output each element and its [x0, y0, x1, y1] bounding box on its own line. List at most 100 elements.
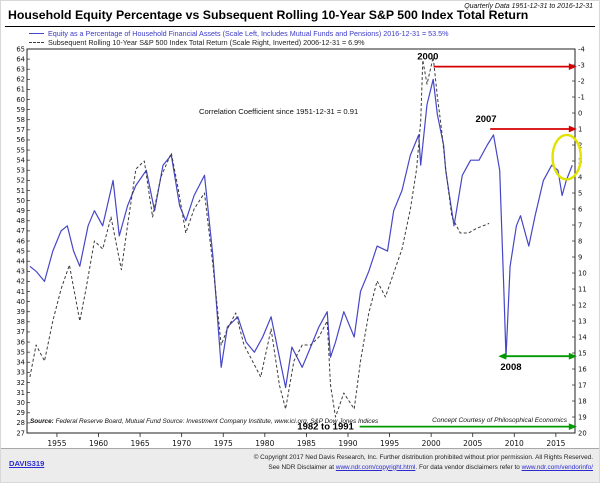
- copyright-line1: © Copyright 2017 Ned Davis Research, Inc…: [253, 454, 593, 461]
- svg-text:15: 15: [578, 349, 587, 357]
- svg-text:52: 52: [16, 177, 25, 185]
- chart-canvas: 6564636261605958575655545352515049484746…: [16, 45, 587, 448]
- chart-title: Household Equity Percentage vs Subsequen…: [8, 8, 529, 22]
- svg-text:2: 2: [578, 141, 582, 149]
- svg-text:61: 61: [16, 86, 25, 94]
- svg-text:58: 58: [16, 116, 25, 124]
- svg-text:46: 46: [16, 237, 25, 245]
- svg-text:32: 32: [16, 379, 25, 387]
- correlation-note: Correlation Coefficient since 1951-12-31…: [199, 107, 359, 116]
- svg-text:14: 14: [578, 333, 587, 341]
- svg-text:16: 16: [578, 365, 587, 373]
- svg-text:1985: 1985: [297, 439, 316, 448]
- svg-text:45: 45: [16, 247, 25, 255]
- svg-text:40: 40: [16, 298, 25, 306]
- annotation-label-1982-1991: 1982 to 1991: [297, 422, 354, 433]
- dashed-line-sample: [29, 42, 44, 43]
- svg-text:36: 36: [16, 338, 25, 346]
- ndr-copyright-link[interactable]: www.ndr.com/copyright.html: [335, 463, 416, 471]
- svg-text:30: 30: [16, 399, 25, 407]
- svg-text:28: 28: [16, 419, 25, 427]
- svg-text:11: 11: [578, 285, 587, 293]
- legend-return: Subsequent Rolling 10-Year S&P 500 Index…: [29, 38, 449, 47]
- annotation-2000: 2000: [417, 52, 577, 70]
- svg-text:-2: -2: [578, 77, 585, 85]
- svg-text:48: 48: [16, 217, 25, 225]
- svg-text:2005: 2005: [463, 439, 482, 448]
- source-label: Source:: [30, 418, 54, 425]
- svg-text:1980: 1980: [255, 439, 274, 448]
- svg-text:1965: 1965: [131, 439, 150, 448]
- svg-text:-1: -1: [578, 93, 585, 101]
- svg-text:1960: 1960: [89, 439, 108, 448]
- source-text: Federal Reserve Board, Mutual Fund Sourc…: [53, 418, 379, 425]
- period-note: Quarterly Data 1951-12-31 to 2016-12-31: [464, 3, 593, 10]
- chart-id-link[interactable]: DAVIS319: [9, 459, 45, 468]
- ndr-vendorinfo-link[interactable]: www.ndr.com/vendorinfo/: [521, 463, 593, 471]
- legend: Equity as a Percentage of Household Fina…: [29, 29, 449, 47]
- copyright: © Copyright 2017 Ned Davis Research, Inc…: [254, 453, 593, 472]
- svg-text:55: 55: [16, 146, 25, 154]
- svg-text:29: 29: [16, 409, 25, 417]
- equity-pct-line: [29, 78, 573, 389]
- svg-text:57: 57: [16, 126, 25, 134]
- svg-text:39: 39: [16, 308, 25, 316]
- svg-text:65: 65: [16, 45, 25, 53]
- left-axis: 65 64 63 62 61 60 59 58 57 56 55 54 53 52 51 50 49 48 47 46…: [16, 45, 30, 437]
- legend-return-label: Subsequent Rolling 10-Year S&P 500 Index…: [48, 38, 365, 47]
- svg-text:51: 51: [16, 187, 25, 195]
- svg-text:10: 10: [578, 269, 587, 277]
- annotation-2008: 2008: [498, 352, 577, 373]
- solid-line-sample: [29, 33, 44, 34]
- legend-equity: Equity as a Percentage of Household Fina…: [29, 29, 449, 38]
- svg-text:8: 8: [578, 237, 582, 245]
- svg-text:6: 6: [578, 205, 582, 213]
- svg-text:20: 20: [578, 429, 587, 437]
- svg-text:1995: 1995: [380, 439, 399, 448]
- annotation-label-2007: 2007: [475, 114, 496, 125]
- svg-text:9: 9: [578, 253, 582, 261]
- svg-text:2015: 2015: [546, 439, 565, 448]
- svg-text:60: 60: [16, 96, 25, 104]
- svg-text:1990: 1990: [338, 439, 357, 448]
- svg-text:2010: 2010: [505, 439, 524, 448]
- svg-text:64: 64: [16, 55, 25, 63]
- svg-text:7: 7: [578, 221, 582, 229]
- annotation-1982-1991: 1982 to 1991: [297, 422, 577, 433]
- svg-text:1955: 1955: [47, 439, 66, 448]
- svg-text:13: 13: [578, 317, 587, 325]
- svg-text:33: 33: [16, 369, 25, 377]
- subsequent-return-line: [29, 56, 490, 418]
- svg-text:1: 1: [578, 125, 582, 133]
- svg-text:34: 34: [16, 359, 25, 367]
- concept-credit: Concept Courtesy of Philosophical Econom…: [432, 417, 567, 424]
- source-note: Source: Federal Reserve Board, Mutual Fu…: [30, 418, 378, 425]
- svg-text:5: 5: [578, 189, 582, 197]
- svg-text:27: 27: [16, 429, 25, 437]
- disclaimer-prefix: See NDR Disclaimer at: [268, 463, 336, 471]
- svg-text:1975: 1975: [214, 439, 233, 448]
- svg-text:12: 12: [578, 301, 587, 309]
- svg-text:62: 62: [16, 76, 25, 84]
- svg-text:18: 18: [578, 397, 587, 405]
- svg-text:0: 0: [578, 109, 582, 117]
- svg-text:4: 4: [578, 173, 582, 181]
- svg-text:38: 38: [16, 318, 25, 326]
- copyright-line2: See NDR Disclaimer at www.ndr.com/copyri…: [254, 463, 593, 473]
- svg-text:47: 47: [16, 227, 25, 235]
- svg-text:1970: 1970: [172, 439, 191, 448]
- svg-text:63: 63: [16, 66, 25, 74]
- svg-text:54: 54: [16, 156, 25, 164]
- svg-text:49: 49: [16, 207, 25, 215]
- x-axis: 1955 1960 1965 1970 1975 1980 1985 1990 1995 2000…: [47, 433, 566, 448]
- svg-text:31: 31: [16, 389, 25, 397]
- annotation-label-2008: 2008: [500, 362, 521, 373]
- svg-text:35: 35: [16, 348, 25, 356]
- svg-text:44: 44: [16, 258, 25, 266]
- svg-text:53: 53: [16, 167, 25, 175]
- annotation-label-2000: 2000: [417, 52, 438, 63]
- svg-text:56: 56: [16, 136, 25, 144]
- svg-text:2000: 2000: [422, 439, 441, 448]
